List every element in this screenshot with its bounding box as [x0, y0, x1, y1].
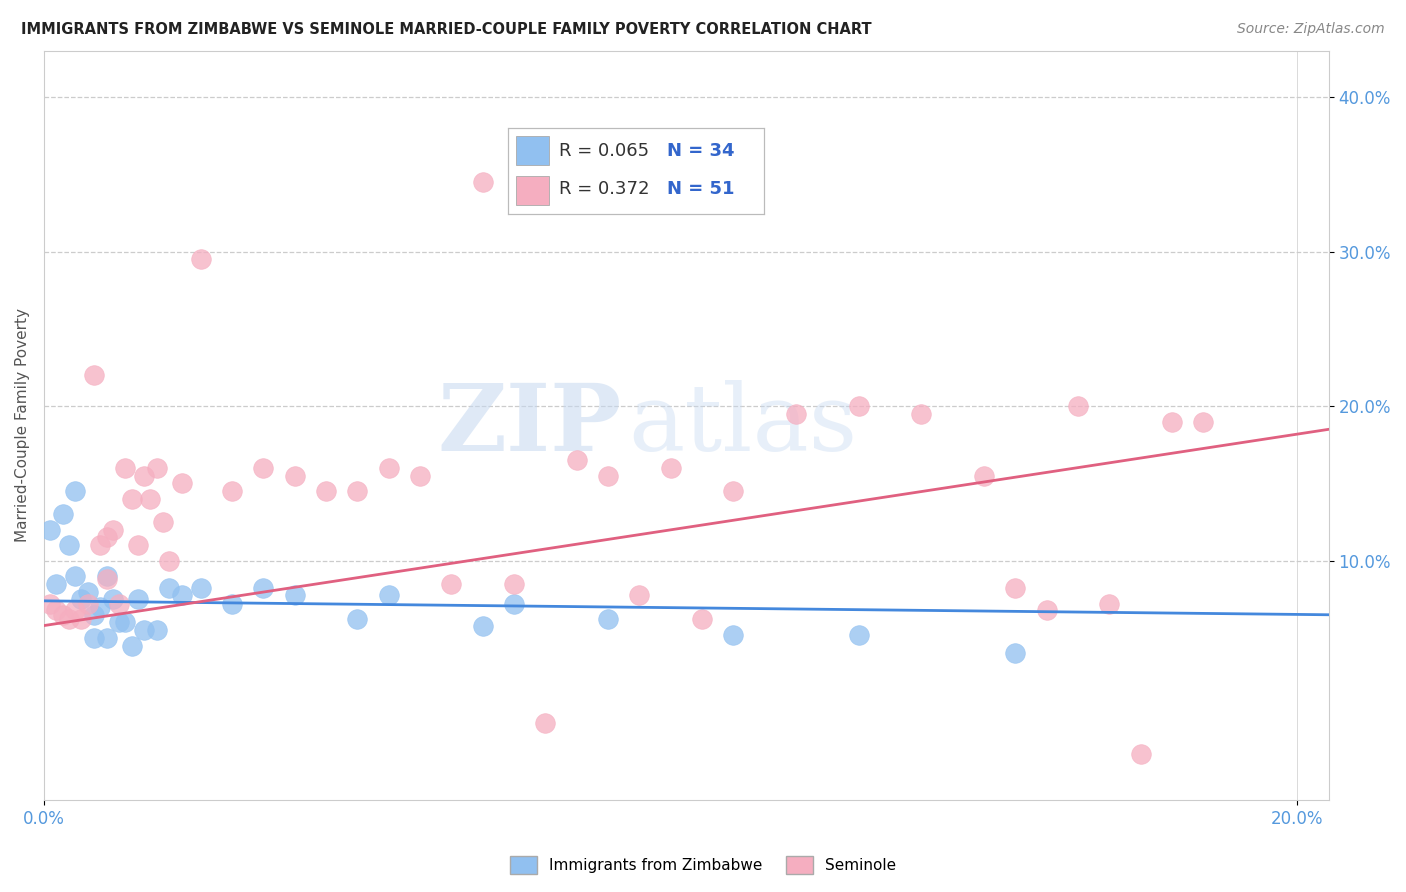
- Point: [848, 628, 870, 642]
- Point: [145, 624, 167, 638]
- Point: [471, 175, 494, 189]
- Point: [134, 624, 156, 638]
- Point: [1035, 603, 1057, 617]
- FancyBboxPatch shape: [516, 136, 550, 165]
- Point: [121, 491, 143, 506]
- Point: [152, 515, 174, 529]
- Point: [101, 592, 124, 607]
- Point: [628, 588, 651, 602]
- Point: [284, 468, 307, 483]
- FancyBboxPatch shape: [516, 176, 550, 205]
- Point: [1192, 415, 1215, 429]
- Point: [221, 597, 243, 611]
- Point: [221, 484, 243, 499]
- Point: [157, 582, 180, 596]
- Point: [848, 399, 870, 413]
- Point: [52, 508, 75, 522]
- Point: [58, 538, 80, 552]
- Point: [565, 453, 588, 467]
- Point: [83, 631, 105, 645]
- Point: [315, 484, 337, 499]
- Point: [89, 600, 111, 615]
- Point: [377, 461, 399, 475]
- Text: R = 0.065: R = 0.065: [560, 142, 650, 160]
- Point: [145, 461, 167, 475]
- Point: [252, 461, 274, 475]
- Point: [190, 252, 212, 267]
- Point: [157, 554, 180, 568]
- Point: [723, 628, 745, 642]
- Point: [377, 588, 399, 602]
- Point: [503, 597, 526, 611]
- Point: [973, 468, 995, 483]
- Point: [114, 615, 136, 630]
- Point: [690, 612, 713, 626]
- Point: [1067, 399, 1090, 413]
- Point: [170, 476, 193, 491]
- Point: [70, 612, 93, 626]
- Text: atlas: atlas: [628, 381, 858, 470]
- Point: [45, 577, 67, 591]
- Text: N = 34: N = 34: [666, 142, 734, 160]
- Point: [108, 597, 131, 611]
- Point: [596, 612, 619, 626]
- Point: [39, 597, 62, 611]
- Point: [134, 468, 156, 483]
- Point: [659, 461, 682, 475]
- Point: [96, 531, 118, 545]
- Point: [45, 603, 67, 617]
- Y-axis label: Married-Couple Family Poverty: Married-Couple Family Poverty: [15, 309, 30, 542]
- Text: ZIP: ZIP: [437, 381, 621, 470]
- Point: [1004, 647, 1026, 661]
- Point: [252, 582, 274, 596]
- Point: [83, 607, 105, 622]
- Text: IMMIGRANTS FROM ZIMBABWE VS SEMINOLE MARRIED-COUPLE FAMILY POVERTY CORRELATION C: IMMIGRANTS FROM ZIMBABWE VS SEMINOLE MAR…: [21, 22, 872, 37]
- Point: [910, 407, 932, 421]
- Point: [596, 468, 619, 483]
- Point: [52, 607, 75, 622]
- Point: [96, 631, 118, 645]
- Point: [76, 597, 98, 611]
- Point: [723, 484, 745, 499]
- Point: [170, 588, 193, 602]
- Point: [1129, 747, 1152, 761]
- Point: [284, 588, 307, 602]
- Point: [534, 715, 557, 730]
- Point: [101, 523, 124, 537]
- Point: [127, 538, 149, 552]
- Point: [503, 577, 526, 591]
- Point: [139, 491, 162, 506]
- Point: [58, 612, 80, 626]
- Point: [76, 584, 98, 599]
- Point: [108, 615, 131, 630]
- Point: [440, 577, 463, 591]
- Point: [96, 572, 118, 586]
- Point: [114, 461, 136, 475]
- Point: [1004, 582, 1026, 596]
- Point: [127, 592, 149, 607]
- Point: [471, 618, 494, 632]
- Point: [1161, 415, 1184, 429]
- Point: [409, 468, 432, 483]
- Point: [785, 407, 807, 421]
- Point: [83, 368, 105, 383]
- Text: N = 51: N = 51: [666, 180, 734, 198]
- Point: [346, 612, 368, 626]
- Point: [96, 569, 118, 583]
- Point: [121, 639, 143, 653]
- Text: R = 0.372: R = 0.372: [560, 180, 650, 198]
- Point: [65, 603, 87, 617]
- Point: [346, 484, 368, 499]
- Point: [65, 484, 87, 499]
- Text: Source: ZipAtlas.com: Source: ZipAtlas.com: [1237, 22, 1385, 37]
- Point: [1098, 597, 1121, 611]
- Point: [89, 538, 111, 552]
- Point: [39, 523, 62, 537]
- Point: [190, 582, 212, 596]
- Point: [70, 592, 93, 607]
- Legend: Immigrants from Zimbabwe, Seminole: Immigrants from Zimbabwe, Seminole: [503, 850, 903, 880]
- Point: [65, 569, 87, 583]
